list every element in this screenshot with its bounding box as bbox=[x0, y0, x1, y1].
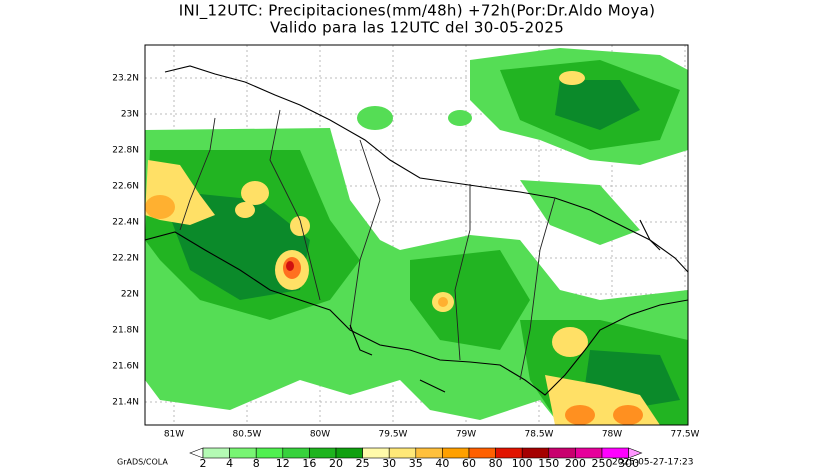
lat-label: 23N bbox=[121, 110, 139, 120]
colorbar-label: 300 bbox=[618, 457, 639, 469]
colorbar-label: 8 bbox=[253, 457, 260, 469]
lat-label: 21.4N bbox=[112, 398, 139, 408]
lon-label: 78.5W bbox=[525, 430, 554, 440]
colorbar-label: 150 bbox=[538, 457, 559, 469]
colorbar-label: 100 bbox=[512, 457, 533, 469]
lon-label: 80W bbox=[310, 430, 330, 440]
colorbar-label: 40 bbox=[435, 457, 449, 469]
colorbar-label: 30 bbox=[382, 457, 396, 469]
lat-label: 22N bbox=[121, 290, 139, 300]
colorbar-label: 4 bbox=[226, 457, 233, 469]
lon-label: 79W bbox=[456, 430, 476, 440]
colorbar-label: 20 bbox=[329, 457, 343, 469]
colorbar-label: 25 bbox=[356, 457, 370, 469]
subtitle: Valido para las 12UTC del 30-05-2025 bbox=[270, 19, 564, 37]
title: INI_12UTC: Precipitaciones(mm/48h) +72h(… bbox=[179, 2, 656, 21]
lat-label: 21.6N bbox=[112, 362, 139, 372]
colorbar-end bbox=[628, 447, 643, 459]
lat-label: 22.6N bbox=[112, 182, 139, 192]
lon-label: 78W bbox=[602, 430, 622, 440]
colorbar-label: 2 bbox=[200, 457, 207, 469]
lat-label: 22.8N bbox=[112, 146, 139, 156]
lon-label: 81W bbox=[164, 430, 184, 440]
lat-label: 22.2N bbox=[112, 254, 139, 264]
lat-label: 22.4N bbox=[112, 218, 139, 228]
colorbar-label: 250 bbox=[592, 457, 613, 469]
lon-label: 80.5W bbox=[233, 430, 262, 440]
map-frame bbox=[144, 44, 689, 426]
credit: GrADS/COLA bbox=[117, 458, 168, 467]
timestamp: 2025-05-27-17:23 bbox=[612, 458, 694, 468]
lat-label: 23.2N bbox=[112, 74, 139, 84]
colorbar-label: 16 bbox=[302, 457, 316, 469]
colorbar-label: 200 bbox=[565, 457, 586, 469]
precip-field bbox=[145, 48, 688, 425]
colorbar-label: 60 bbox=[462, 457, 476, 469]
colorbar-label: 80 bbox=[489, 457, 503, 469]
colorbar-label: 12 bbox=[276, 457, 290, 469]
lat-label: 21.8N bbox=[112, 326, 139, 336]
lon-label: 79.5W bbox=[379, 430, 408, 440]
colorbar-label: 35 bbox=[409, 457, 423, 469]
lon-label: 77.5W bbox=[671, 430, 700, 440]
